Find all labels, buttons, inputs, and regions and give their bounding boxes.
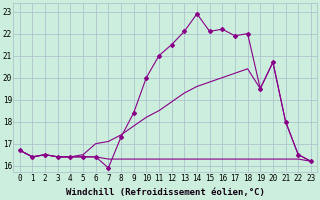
X-axis label: Windchill (Refroidissement éolien,°C): Windchill (Refroidissement éolien,°C) (66, 188, 265, 197)
